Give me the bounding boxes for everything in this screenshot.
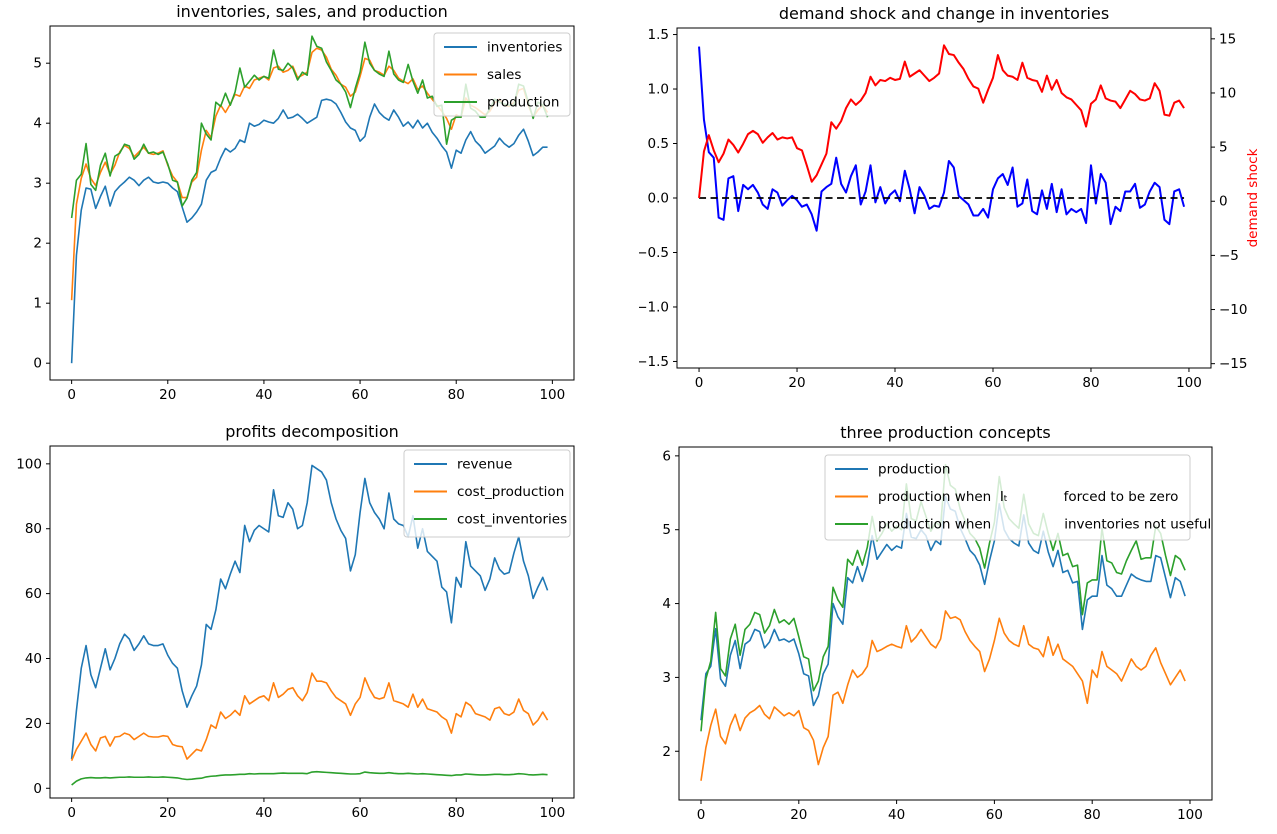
series-demand_shock-line: [698, 44, 1185, 199]
legend-label-2: production when inventories not useful: [878, 517, 1211, 533]
x-tick-label: 20: [788, 375, 805, 391]
panel-three-production-concepts: three production concepts 0 20 40 60 80 100 2 3 4…: [639, 417, 1277, 834]
plot-border: [678, 446, 1213, 801]
y-tick-label: 5: [662, 522, 671, 538]
y-tick-label: 5: [33, 56, 42, 72]
x-tick-label: 40: [255, 387, 272, 403]
x-tick-label: 0: [67, 805, 76, 821]
x-tick-label: 100: [539, 805, 565, 821]
y2-tick-label: −10: [1219, 302, 1248, 318]
x-tick-label: 0: [697, 807, 706, 823]
x-tick-label: 60: [351, 387, 368, 403]
plot-border: [49, 25, 575, 381]
y-tick-label: 80: [25, 521, 42, 537]
x-tick-label: 100: [1177, 807, 1203, 823]
y-tick-label: 1: [33, 296, 42, 312]
profits-decomposition-title: profits decomposition: [225, 422, 399, 441]
x-tick-label: 20: [159, 805, 176, 821]
y-tick-label: 3: [33, 176, 42, 192]
y2-tick-label: −5: [1219, 248, 1239, 264]
y-tick-label: 1.0: [648, 82, 669, 98]
legend-label-0: production: [878, 462, 951, 478]
y-tick-label: 3: [662, 670, 671, 686]
y-tick-label: −1.0: [639, 299, 669, 315]
x-tick-label: 40: [255, 805, 272, 821]
x-tick-label: 80: [1082, 375, 1099, 391]
panel-demand-shock-change-in-inventories: demand shock and change in inventories 0 2…: [621, 0, 1277, 417]
series-change_in_inventories-line: [698, 46, 1186, 232]
legend-box: [433, 32, 571, 117]
y-tick-label: −0.5: [639, 245, 669, 261]
legend-box: [824, 454, 1191, 541]
legend-label-2: cost_inventories: [457, 512, 567, 528]
x-tick-label: 60: [351, 805, 368, 821]
y-tick-label: 0.5: [648, 136, 669, 152]
x-tick-label: 60: [986, 807, 1003, 823]
x-tick-label: 0: [695, 375, 704, 391]
y-tick-label: 0: [33, 356, 42, 372]
y2-tick-label: 5: [1219, 140, 1228, 156]
x-tick-label: 20: [159, 387, 176, 403]
y2-tick-label: −15: [1219, 356, 1248, 372]
x-tick-label: 20: [790, 807, 807, 823]
y-tick-label: 2: [33, 236, 42, 252]
three-production-concepts-title: three production concepts: [840, 423, 1051, 442]
legend-box: [403, 449, 571, 538]
y-tick-label: 60: [25, 586, 42, 602]
y2-axis-label: demand shock: [1245, 148, 1261, 247]
series-cost_inventories-line: [71, 770, 548, 786]
y-tick-label: 6: [662, 448, 671, 464]
legend-label-0: inventories: [487, 40, 562, 56]
x-tick-label: 40: [886, 375, 903, 391]
x-tick-label: 80: [448, 805, 465, 821]
y-tick-label: 20: [25, 716, 42, 732]
legend-label-0: revenue: [457, 457, 512, 473]
y-tick-label: −1.5: [639, 354, 669, 370]
demand-shock-change-in-inventories-chart: demand shock and change in inventories 0 2…: [621, 4, 1261, 391]
series-cost_production-line: [70, 672, 549, 762]
legend-label-1: cost_production: [457, 484, 564, 500]
x-tick-label: 80: [448, 387, 465, 403]
inventories-sales-production-title: inventories, sales, and production: [176, 2, 448, 21]
series-inventories-line: [70, 98, 548, 364]
legend-label-2: production: [487, 95, 560, 111]
three-production-concepts-chart: three production concepts 0 20 40 60 80 100 2 3 4…: [662, 423, 1213, 823]
y-tick-label: 2: [662, 744, 671, 760]
plot-border: [49, 445, 575, 799]
y2-tick-label: 0: [1219, 194, 1228, 210]
plot-border: [676, 27, 1212, 369]
x-tick-label: 100: [539, 387, 565, 403]
legend-label-1: sales: [487, 67, 521, 83]
y-tick-label: 4: [33, 116, 42, 132]
y-tick-label: 1.5: [648, 27, 669, 43]
series-revenue-line: [70, 464, 549, 760]
x-tick-label: 0: [67, 387, 76, 403]
y2-tick-label: 10: [1219, 85, 1236, 101]
x-tick-label: 60: [984, 375, 1001, 391]
panel-profits-decomposition: profits decomposition 0 20 40 60 80 100 0 20 40 60…: [0, 417, 639, 834]
profits-decomposition-chart: profits decomposition 0 20 40 60 80 100 0 20 40 60…: [16, 422, 575, 821]
x-tick-label: 40: [888, 807, 905, 823]
y-tick-label: 100: [16, 456, 42, 472]
series-production_when_It_forced_to_zero-line: [700, 610, 1186, 781]
y2-tick-label: 15: [1219, 31, 1236, 47]
panel-inventories-sales-production: inventories, sales, and production 0 20 40 6…: [0, 0, 639, 417]
y-tick-label: 4: [662, 596, 671, 612]
x-tick-label: 100: [1176, 375, 1202, 391]
x-tick-label: 80: [1084, 807, 1101, 823]
legend-label-1: production when Iₜ forced to be zero: [878, 489, 1178, 505]
y-tick-label: 40: [25, 651, 42, 667]
demand-shock-change-in-inventories-title: demand shock and change in inventories: [779, 4, 1109, 23]
y-tick-label: 0.0: [648, 191, 669, 207]
y-tick-label: 0: [33, 781, 42, 797]
